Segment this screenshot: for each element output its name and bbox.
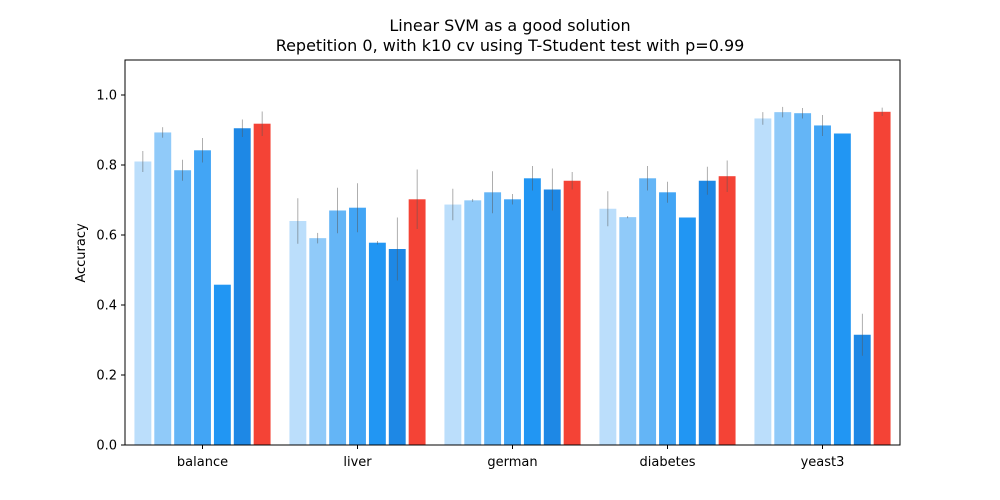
y-axis: 0.0 0.2 0.4 0.6 0.8 1.0 xyxy=(96,89,125,454)
y-tick-label: 0.6 xyxy=(96,229,117,244)
y-tick-label: 0.2 xyxy=(96,369,117,384)
x-tick-label: yeast3 xyxy=(801,455,845,470)
bars-group xyxy=(134,111,891,446)
bar-yeast3-1 xyxy=(774,112,792,446)
bar-liver-6 xyxy=(408,199,426,445)
bar-balance-3 xyxy=(194,150,211,446)
bar-diabetes-3 xyxy=(659,192,676,445)
bar-german-5 xyxy=(543,189,561,445)
x-tick-label: liver xyxy=(343,455,372,470)
chart-title: Linear SVM as a good solution xyxy=(389,16,630,35)
bar-balance-2 xyxy=(174,170,192,445)
bar-liver-5 xyxy=(388,249,406,445)
bar-german-1 xyxy=(464,200,482,445)
y-tick-label: 0.0 xyxy=(96,439,117,454)
error-bars-group xyxy=(142,106,883,356)
bar-balance-4 xyxy=(213,284,231,445)
bar-yeast3-4 xyxy=(833,133,851,445)
y-axis-label: Accuracy xyxy=(74,223,89,283)
bar-liver-0 xyxy=(289,221,307,445)
bar-liver-3 xyxy=(349,207,366,445)
bar-yeast3-0 xyxy=(754,118,772,445)
bar-balance-6 xyxy=(253,123,271,445)
bar-balance-0 xyxy=(134,161,152,445)
bar-diabetes-1 xyxy=(619,217,637,445)
x-tick-label: german xyxy=(487,455,537,470)
bar-liver-1 xyxy=(309,238,327,445)
bar-liver-4 xyxy=(368,242,386,445)
bar-diabetes-6 xyxy=(718,176,736,445)
bar-diabetes-5 xyxy=(698,180,716,445)
bar-yeast3-2 xyxy=(794,113,812,445)
bar-german-3 xyxy=(504,199,521,445)
bar-german-4 xyxy=(523,178,541,446)
bar-german-6 xyxy=(563,180,581,445)
bar-liver-2 xyxy=(329,210,347,445)
y-tick-label: 0.8 xyxy=(96,159,117,174)
bar-german-2 xyxy=(484,192,502,445)
x-axis: balance liver german diabetes yeast3 xyxy=(177,445,845,470)
bar-diabetes-0 xyxy=(599,208,617,445)
x-tick-label: diabetes xyxy=(640,455,696,470)
bar-diabetes-4 xyxy=(678,217,696,445)
y-tick-label: 1.0 xyxy=(96,89,117,104)
x-tick-label: balance xyxy=(177,455,228,470)
bar-diabetes-2 xyxy=(639,178,657,446)
bar-yeast3-6 xyxy=(873,111,891,446)
bar-german-0 xyxy=(444,204,462,445)
y-tick-label: 0.4 xyxy=(96,299,117,314)
bar-balance-1 xyxy=(154,132,172,445)
bar-balance-5 xyxy=(233,128,251,445)
chart-subtitle: Repetition 0, with k10 cv using T-Studen… xyxy=(276,36,745,55)
bar-yeast3-3 xyxy=(814,125,831,445)
bar-yeast3-5 xyxy=(853,334,871,445)
